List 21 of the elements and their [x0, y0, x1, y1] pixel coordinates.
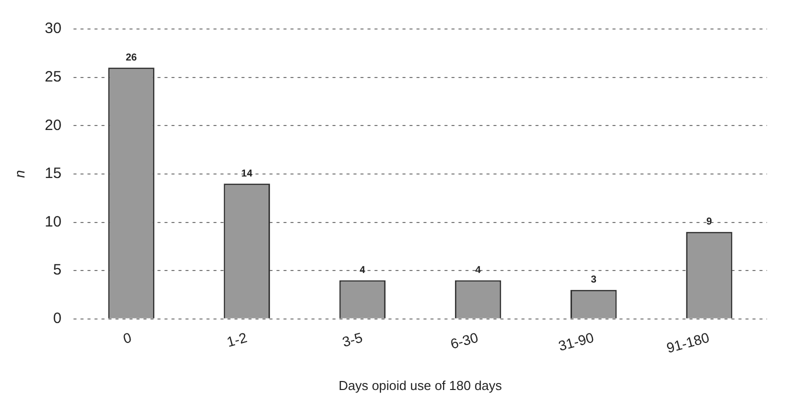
y-tick-label: 30 [44, 20, 62, 38]
data-label: 9 [706, 216, 712, 228]
data-label: 4 [475, 264, 482, 276]
x-axis-title: Days opioid use of 180 days [338, 378, 502, 393]
y-tick-label: 25 [44, 68, 62, 86]
data-label: 26 [126, 52, 138, 64]
x-tick-label: 91-180 [664, 329, 712, 356]
x-tick-label: 1-2 [224, 329, 249, 350]
y-tick-label: 0 [53, 310, 62, 328]
data-label: 14 [241, 168, 253, 180]
y-tick-label: 5 [53, 262, 62, 279]
x-tick-label: 6-30 [448, 329, 480, 352]
y-tick-label: 15 [44, 165, 62, 182]
data-label: 3 [590, 274, 597, 286]
y-axis-title: n [11, 170, 28, 178]
x-tick-label: 31-90 [556, 329, 596, 354]
x-tick-label: 3-5 [340, 329, 364, 350]
x-tick-label: 0 [121, 329, 134, 347]
data-label: 4 [360, 264, 366, 276]
y-tick-label: 10 [44, 213, 62, 230]
y-tick-label: 20 [44, 116, 62, 134]
